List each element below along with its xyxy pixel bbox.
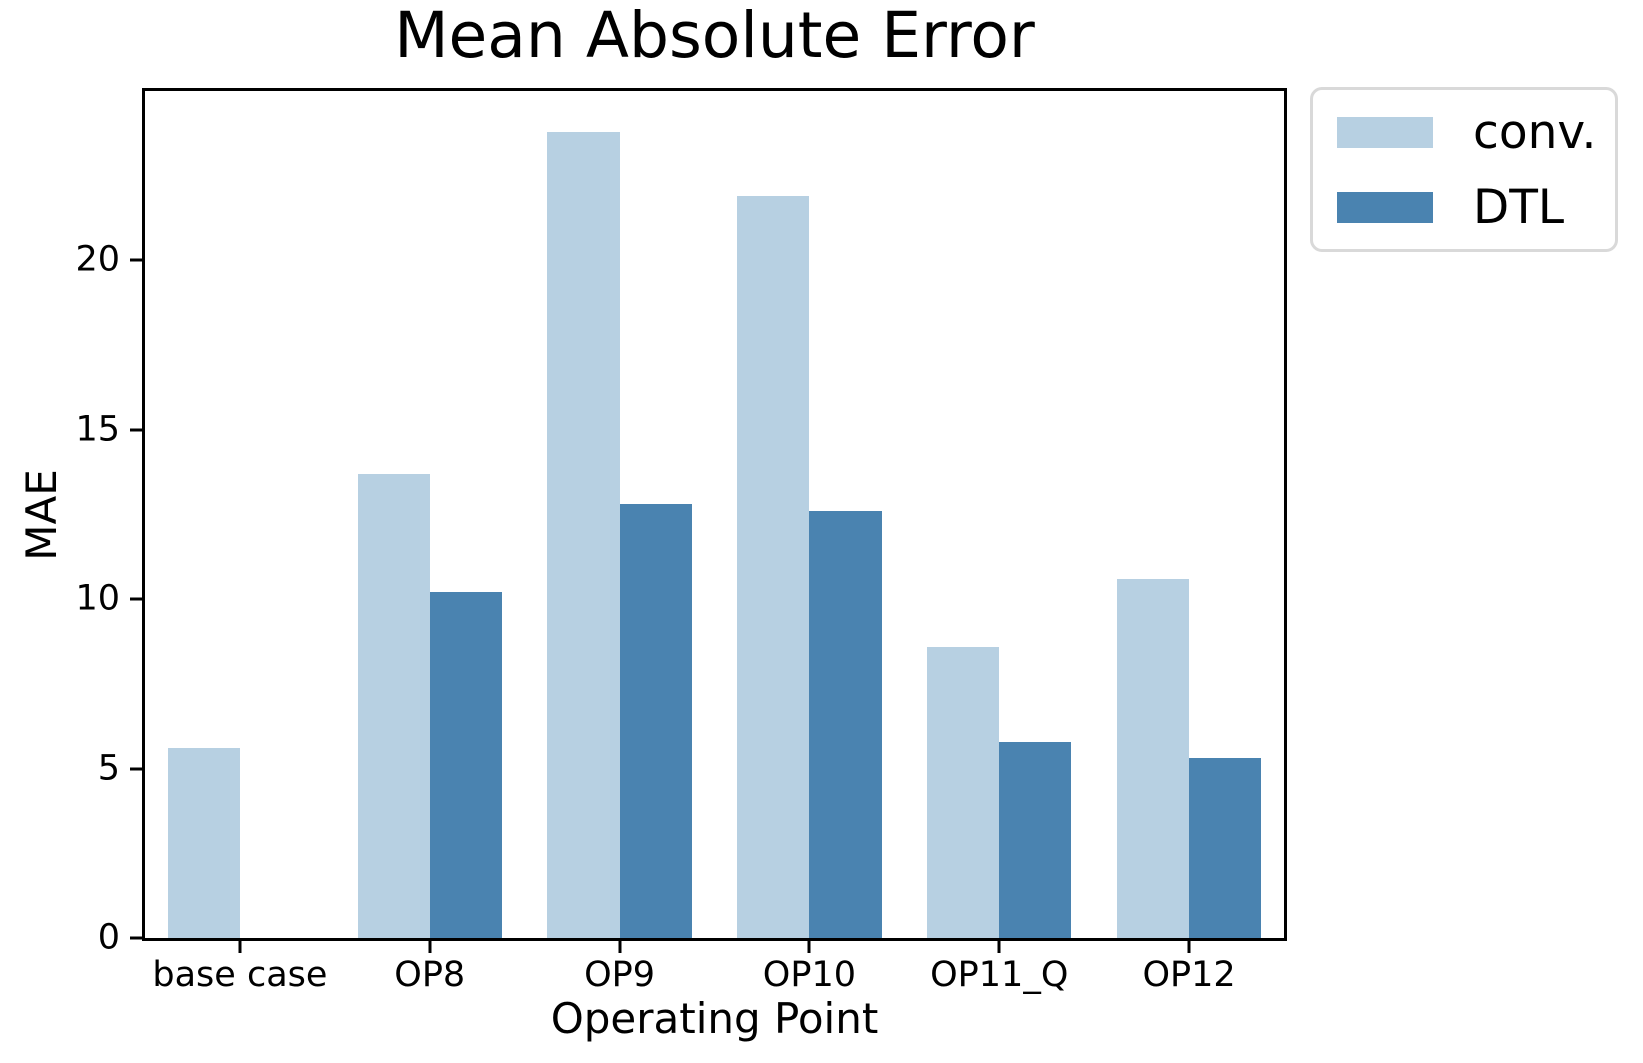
y-tick-mark-5	[130, 767, 142, 771]
y-axis-label-box: MAE	[2, 88, 82, 941]
x-tick-mark-op12	[1187, 941, 1191, 953]
x-tick-label-op11-q: OP11_Q	[930, 955, 1069, 995]
legend-row: conv.	[1337, 109, 1597, 156]
plot-area: base case OP8 OP9 OP10 OP11_Q OP12 0 5 10 15 20	[75, 88, 1287, 994]
bar-conv--op11-q	[927, 646, 1000, 938]
bar-conv--op12	[1116, 578, 1190, 938]
y-tick-mark-15	[130, 428, 142, 432]
bar-dtl-op10	[809, 511, 882, 938]
bar-conv--base-case	[167, 748, 240, 938]
y-tick-mark-0	[130, 936, 142, 940]
x-tick-label-base-case: base case	[152, 955, 328, 995]
x-tick-mark-base-case	[238, 941, 242, 953]
y-tick-label-5: 5	[97, 748, 120, 789]
x-tick-label-op8: OP8	[394, 955, 466, 995]
legend: conv. DTL	[1310, 87, 1618, 252]
bar-conv--op10	[737, 196, 810, 938]
bar-dtl-op12	[1189, 758, 1262, 938]
y-tick-label-15: 15	[75, 409, 120, 450]
y-tick-label-0: 0	[97, 917, 120, 958]
y-tick-mark-10	[130, 597, 142, 601]
y-tick-label-20: 20	[75, 239, 120, 280]
bar-conv--op9	[547, 131, 620, 938]
bars-container	[145, 91, 1284, 938]
bar-dtl-op9	[619, 504, 692, 938]
legend-swatch-conv	[1337, 116, 1433, 148]
bar-dtl-op11-q	[999, 741, 1072, 938]
legend-row: DTL	[1337, 184, 1591, 231]
legend-swatch-dtl	[1337, 191, 1433, 223]
legend-label-conv: conv.	[1473, 104, 1597, 160]
x-tick-label-op10: OP10	[762, 955, 857, 995]
y-tick-mark-20	[130, 258, 142, 262]
chart-title: Mean Absolute Error	[394, 0, 1035, 72]
x-tick-label-op9: OP9	[584, 955, 656, 995]
legend-label-dtl: DTL	[1473, 179, 1565, 235]
x-axis-label: Operating Point	[550, 994, 879, 1043]
x-tick-label-op12: OP12	[1142, 955, 1236, 995]
x-tick-mark-op8	[428, 941, 432, 953]
x-tick-mark-op9	[618, 941, 622, 953]
x-tick-mark-op11-q	[997, 941, 1001, 953]
y-tick-label-10: 10	[75, 578, 120, 619]
x-tick-mark-op10	[807, 941, 811, 953]
bar-dtl-op8	[429, 592, 502, 938]
y-axis-label: MAE	[17, 468, 67, 561]
bar-conv--op8	[357, 473, 430, 938]
